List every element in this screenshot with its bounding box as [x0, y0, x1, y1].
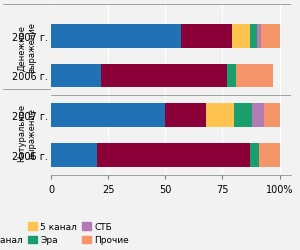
- Bar: [51, 64, 101, 88]
- Bar: [51, 25, 181, 48]
- Bar: [101, 64, 227, 88]
- Text: Денежное
выражение: Денежное выражение: [17, 22, 37, 73]
- Bar: [236, 64, 273, 88]
- Bar: [259, 143, 280, 167]
- Text: Натуральное
выражение: Натуральное выражение: [17, 104, 37, 162]
- Bar: [261, 25, 280, 48]
- Legend: ICTV, Новый канал, 5 канал, Эра, СТБ, Прочие: ICTV, Новый канал, 5 канал, Эра, СТБ, Пр…: [0, 222, 129, 244]
- Bar: [250, 25, 257, 48]
- Bar: [234, 104, 252, 128]
- Bar: [51, 104, 165, 128]
- Bar: [264, 104, 280, 128]
- Bar: [206, 104, 234, 128]
- Bar: [257, 25, 261, 48]
- Bar: [165, 104, 206, 128]
- Bar: [227, 64, 236, 88]
- Bar: [252, 104, 264, 128]
- Bar: [181, 25, 232, 48]
- Bar: [232, 25, 250, 48]
- Bar: [250, 143, 259, 167]
- Bar: [97, 143, 250, 167]
- Bar: [51, 143, 97, 167]
